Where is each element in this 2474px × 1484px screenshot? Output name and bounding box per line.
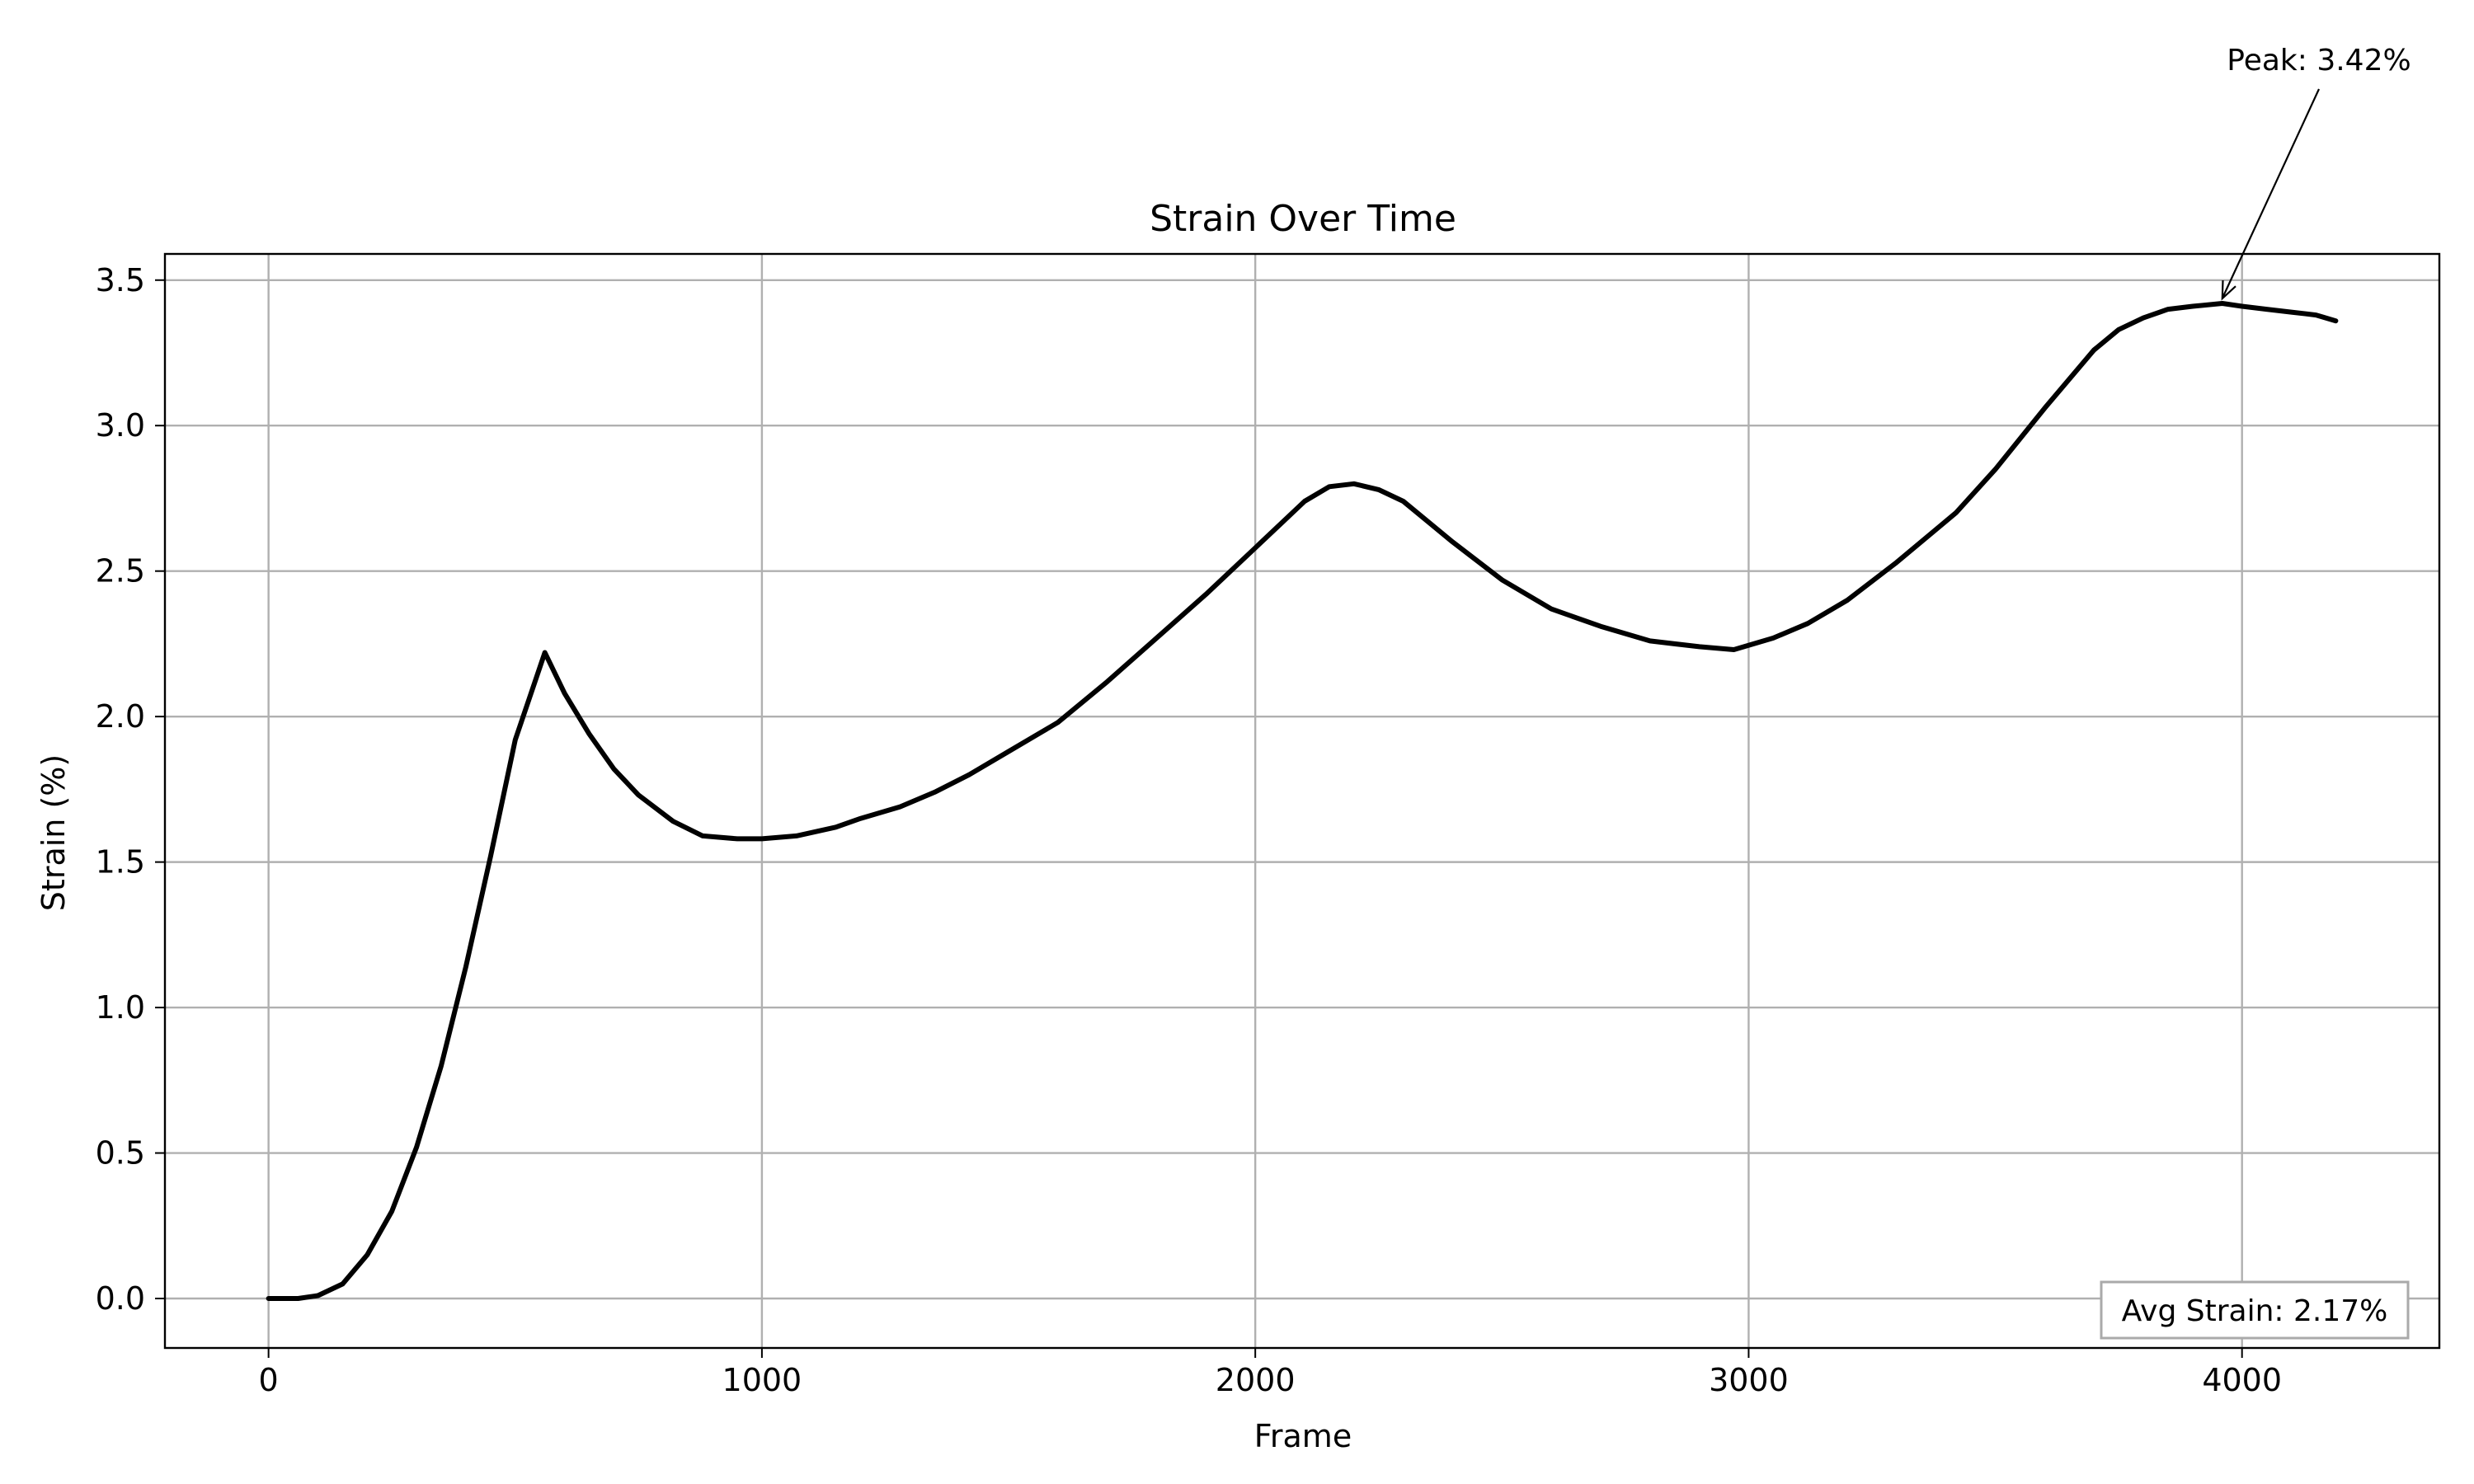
y-axis-label: Strain (%)	[35, 754, 72, 911]
y-tick-label: 1.5	[96, 844, 145, 881]
y-tick-label: 2.0	[96, 698, 145, 735]
x-tick-label: 3000	[1709, 1362, 1789, 1398]
x-tick-label: 2000	[1216, 1362, 1296, 1398]
x-axis-ticks: 0 1000 2000 3000 4000	[259, 1348, 2282, 1398]
y-tick-label: 3.0	[96, 407, 145, 444]
x-tick-label: 0	[259, 1362, 279, 1398]
annotations: Peak: 3.42% Avg Strain: 2.17%	[2100, 44, 2411, 1340]
y-axis-ticks: 0.0 0.5 1.0 1.5 2.0 2.5 3.0 3.5	[96, 262, 165, 1317]
x-tick-label: 4000	[2202, 1362, 2282, 1398]
avg-strain-box-frame	[2100, 1280, 2410, 1340]
y-tick-label: 1.0	[96, 989, 145, 1026]
y-tick-label: 2.5	[96, 553, 145, 589]
plot-area-frame	[163, 252, 2441, 1350]
peak-arrow-line	[2221, 88, 2320, 299]
series-line	[266, 301, 2339, 1301]
y-tick-label: 0.0	[96, 1280, 145, 1317]
x-axis-label: Frame	[1254, 1418, 1352, 1454]
x-tick-label: 1000	[722, 1362, 802, 1398]
peak-annotation-label: Peak: 3.42%	[2227, 44, 2411, 77]
series-layer	[266, 301, 2339, 1301]
avg-strain-label: Avg Strain: 2.17%	[2122, 1294, 2388, 1328]
avg-strain-box: Avg Strain: 2.17%	[2100, 1280, 2410, 1340]
y-tick-label: 3.5	[96, 262, 145, 298]
grid-lines	[165, 254, 2439, 1348]
peak-arrow-head	[2221, 279, 2236, 301]
chart-title: Strain Over Time	[1150, 198, 1456, 240]
y-tick-label: 0.5	[96, 1135, 145, 1172]
